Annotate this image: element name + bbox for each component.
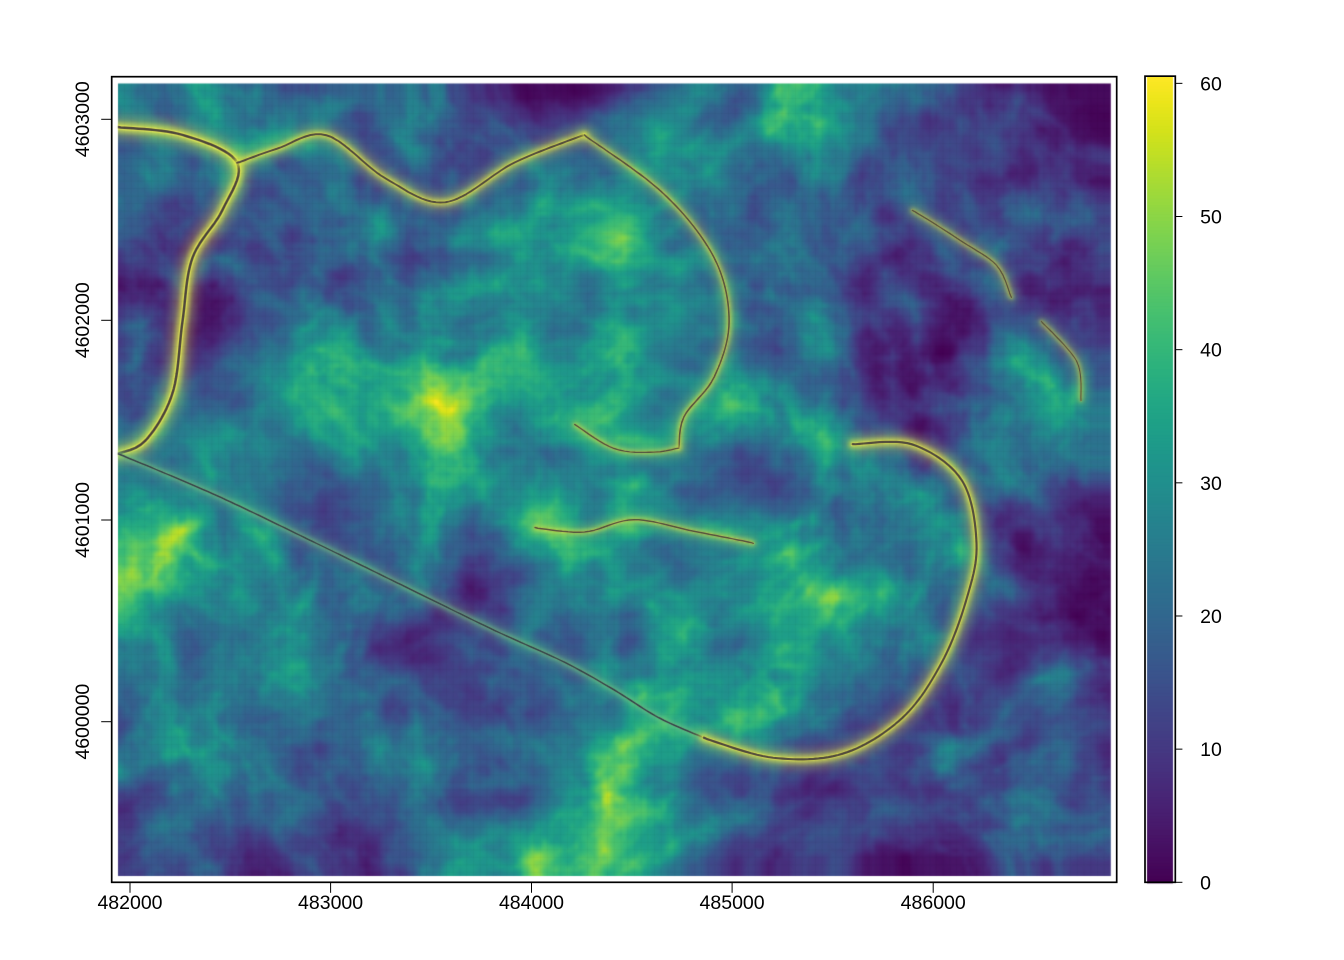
svg-text:10: 10 [1200, 739, 1222, 761]
svg-text:0: 0 [1200, 872, 1211, 894]
svg-text:30: 30 [1200, 473, 1222, 495]
svg-text:20: 20 [1200, 606, 1222, 628]
svg-text:40: 40 [1200, 340, 1222, 362]
svg-text:486000: 486000 [901, 892, 966, 914]
svg-text:4602000: 4602000 [72, 282, 94, 358]
svg-text:482000: 482000 [97, 892, 162, 914]
svg-text:4601000: 4601000 [72, 482, 94, 558]
svg-text:4600000: 4600000 [72, 684, 94, 760]
svg-text:483000: 483000 [298, 892, 363, 914]
svg-text:50: 50 [1200, 207, 1222, 229]
svg-text:60: 60 [1200, 73, 1222, 95]
svg-text:4603000: 4603000 [72, 81, 94, 157]
svg-text:485000: 485000 [700, 892, 765, 914]
svg-text:484000: 484000 [499, 892, 564, 914]
